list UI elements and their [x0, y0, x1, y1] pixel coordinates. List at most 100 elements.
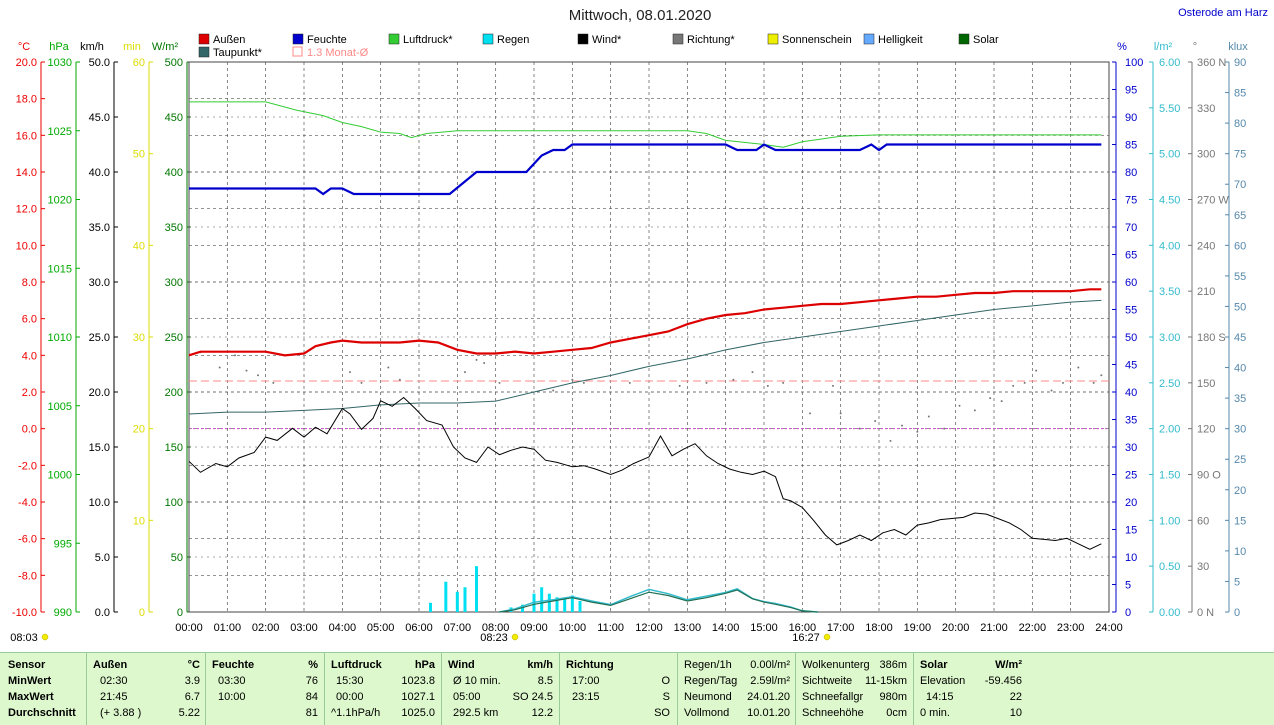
- pct-axis-tick-label: 60: [1125, 277, 1137, 289]
- time-tick-label: 08:00: [482, 622, 510, 634]
- klux-axis-tick-label: 50: [1234, 301, 1246, 313]
- direction-point: [245, 369, 248, 372]
- time-tick-label: 05:00: [367, 622, 395, 634]
- regen-tag-label: Regen/Tag: [684, 675, 738, 687]
- legend-label: Feuchte: [307, 34, 347, 46]
- klux-axis-tick-label: 70: [1234, 179, 1246, 191]
- legend-swatch: [767, 33, 779, 45]
- legend-label: Luftdruck*: [403, 34, 453, 46]
- direction-point: [1100, 374, 1103, 377]
- legend-label: Außen: [213, 34, 245, 46]
- time-tick-label: 09:00: [520, 622, 548, 634]
- klux-axis-tick-label: 35: [1234, 393, 1246, 405]
- direction-point: [483, 361, 486, 364]
- lm2-axis-unit: l/m²: [1154, 41, 1173, 53]
- richtung-min-time: 17:00: [572, 675, 600, 687]
- aussen-avg-value: 5.22: [178, 707, 200, 719]
- temp-axis-tick-label: -4.0: [18, 497, 37, 509]
- regen-1h-label: Regen/1h: [684, 659, 732, 671]
- lm2-axis-tick-label: 6.00: [1159, 57, 1180, 69]
- temp-axis-tick-label: -2.0: [18, 460, 37, 472]
- hpa-axis-tick-label: 1015: [48, 263, 72, 275]
- rain-bar: [429, 602, 432, 612]
- solar-avg-value: 10: [1009, 707, 1022, 719]
- wind-max-time: 05:00: [453, 691, 481, 703]
- taupunkt-line: [188, 299, 1102, 415]
- lm2-axis-tick-label: 5.00: [1159, 149, 1180, 161]
- direction-point: [571, 378, 574, 381]
- direction-point: [958, 404, 961, 407]
- time-tick-label: 14:00: [712, 622, 740, 634]
- direction-point: [916, 430, 919, 433]
- luftdruck-trend: ^1.1hPa/h: [331, 707, 381, 719]
- min-axis-tick-label: 10: [133, 515, 145, 527]
- time-tick-label: 10:00: [559, 622, 587, 634]
- klux-axis-tick-label: 30: [1234, 424, 1246, 436]
- lm2-axis-tick-label: 5.50: [1159, 103, 1180, 115]
- rain-bar: [570, 595, 574, 612]
- regen-tag-value: 2.59l/m²: [750, 675, 790, 687]
- feuchte-avg-value: 81: [305, 707, 318, 719]
- rain-bar: [555, 597, 559, 612]
- legend-swatch: [958, 33, 970, 45]
- solar-noon: 08:23: [480, 632, 508, 644]
- hpa-axis-tick-label: 1010: [48, 332, 72, 344]
- time-tick-label: 07:00: [444, 622, 472, 634]
- wind-line: [188, 396, 1102, 550]
- aussen-min-value: 3.9: [184, 675, 200, 687]
- legend-swatch: [388, 33, 400, 45]
- vollmond-label: Vollmond: [684, 707, 730, 719]
- deg-axis-tick-label: 210: [1197, 286, 1215, 298]
- rain-bar: [463, 587, 467, 612]
- direction-point: [398, 378, 401, 381]
- klux-axis-tick-label: 85: [1234, 88, 1246, 100]
- wm2-axis-tick-label: 450: [165, 112, 183, 124]
- temp-axis-tick-label: 4.0: [22, 350, 37, 362]
- temp-axis-tick-label: 10.0: [16, 240, 37, 252]
- neumond-label: Neumond: [684, 691, 732, 703]
- kmh-axis-tick-label: 40.0: [89, 167, 110, 179]
- direction-point: [1077, 366, 1080, 369]
- deg-axis-tick-label: 330: [1197, 103, 1215, 115]
- wm2-axis-tick-label: 0: [177, 607, 183, 619]
- direction-point: [858, 427, 861, 430]
- time-tick-label: 18:00: [865, 622, 893, 634]
- klux-axis-tick-label: 80: [1234, 118, 1246, 130]
- kmh-axis-tick-label: 5.0: [95, 552, 110, 564]
- solar-noon-icon: [511, 633, 519, 641]
- pct-axis-tick-label: 20: [1125, 497, 1137, 509]
- direction-point: [705, 381, 708, 384]
- wind-avg10-value: 8.5: [537, 675, 553, 687]
- feuchte-min-value: 76: [305, 675, 318, 687]
- row-label-avg: Durchschnitt: [8, 707, 76, 719]
- direction-point: [832, 384, 834, 387]
- legend-swatch: [292, 33, 304, 45]
- legend-label: 1.3 Monat-Ø: [307, 47, 369, 59]
- lm2-axis-tick-label: 0.50: [1159, 561, 1180, 573]
- deg-axis-tick-label: 120: [1197, 424, 1215, 436]
- klux-axis-tick-label: 55: [1234, 271, 1246, 283]
- direction-point: [889, 439, 892, 442]
- hpa-axis-unit: hPa: [49, 41, 69, 53]
- direction-point: [1092, 381, 1095, 384]
- rain-bar: [578, 601, 582, 612]
- time-axis: 00:00 01:00 02:00 03:00 04:00 05:00 06:00 07:00…: [10, 622, 1123, 644]
- time-tick-label: 22:00: [1019, 622, 1047, 634]
- legend-label: Helligkeit: [878, 34, 923, 46]
- time-tick-label: 23:00: [1057, 622, 1085, 634]
- hpa-axis-tick-label: 1025: [48, 126, 72, 138]
- pct-axis-tick-label: 50: [1125, 332, 1137, 344]
- station-link[interactable]: Osterode am Harz: [1178, 7, 1268, 19]
- legend-swatch: [672, 33, 684, 45]
- wm2-axis-tick-label: 100: [165, 497, 183, 509]
- klux-axis-tick-label: 15: [1234, 515, 1246, 527]
- pct-axis-tick-label: 65: [1125, 250, 1137, 262]
- direction-point: [782, 381, 785, 384]
- pct-axis-tick-label: 5: [1125, 580, 1131, 592]
- weather-chart: Mittwoch, 08.01.2020 Osterode am Harz Au…: [10, 7, 1268, 644]
- deg-axis-tick-label: 30: [1197, 561, 1209, 573]
- direction-point: [901, 424, 903, 427]
- temp-axis-tick-label: -8.0: [18, 570, 37, 582]
- pct-axis-tick-label: 80: [1125, 167, 1137, 179]
- temp-axis-tick-label: 2.0: [22, 387, 37, 399]
